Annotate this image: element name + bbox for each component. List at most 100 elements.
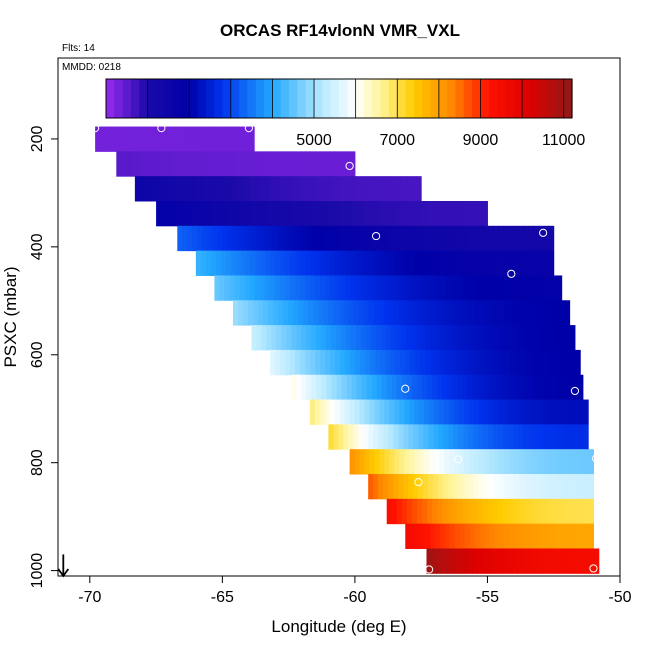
observation-point (507, 269, 516, 278)
y-axis-label: PSXC (mbar) (1, 266, 20, 367)
heatmap-cell (479, 449, 485, 475)
heatmap-cell (558, 523, 565, 549)
heatmap-cell (573, 449, 580, 475)
heatmap-cell (297, 225, 304, 252)
heatmap-cell (368, 474, 374, 500)
heatmap-cell (273, 300, 279, 326)
heatmap-cell (335, 275, 341, 301)
heatmap-cell (510, 349, 516, 376)
heatmap-cell (323, 300, 329, 326)
heatmap-cell (420, 523, 426, 549)
heatmap-cell (408, 300, 415, 326)
heatmap-cell (510, 325, 516, 351)
heatmap-cell (477, 548, 483, 574)
heatmap-cell (190, 151, 197, 177)
colorbar-segment (155, 79, 165, 118)
heatmap-cell (306, 200, 313, 227)
heatmap-cell (348, 300, 355, 326)
heatmap-cell (494, 523, 500, 549)
heatmap-cell (210, 250, 217, 276)
colorbar-segment (130, 79, 140, 118)
heatmap-cell (577, 374, 584, 401)
heatmap-cell (568, 399, 574, 425)
heatmap-cell (404, 399, 410, 425)
heatmap-cell (401, 176, 407, 202)
heatmap-cell (110, 126, 116, 152)
heatmap-cell (408, 474, 414, 500)
heatmap-cell (498, 424, 504, 450)
heatmap-cell (144, 126, 151, 152)
heatmap-cell (392, 200, 398, 227)
heatmap-cell (346, 200, 353, 227)
heatmap-cell (414, 250, 421, 276)
heatmap-cell (558, 548, 564, 574)
heatmap-cell (338, 300, 345, 326)
heatmap-cell (305, 151, 311, 177)
heatmap-cell (512, 374, 519, 401)
heatmap-cell (374, 449, 380, 475)
heatmap-cell (234, 126, 240, 152)
heatmap-cell (508, 424, 514, 450)
heatmap-cell (399, 250, 406, 276)
heatmap-cell (486, 275, 492, 301)
x-axis-label: Longitude (deg E) (271, 617, 406, 636)
heatmap-cell (527, 498, 534, 525)
heatmap-cell (368, 225, 374, 252)
heatmap-cell (538, 250, 545, 276)
heatmap-cell (230, 176, 236, 202)
heatmap-cell (139, 176, 146, 202)
observation-point (91, 124, 100, 133)
heatmap-cell (543, 498, 549, 525)
heatmap-cell (267, 225, 274, 252)
heatmap-cell (156, 200, 162, 227)
heatmap-cell (296, 374, 302, 401)
heatmap-cell (253, 300, 259, 326)
heatmap-cell (281, 325, 287, 351)
heatmap-cell (498, 449, 505, 475)
heatmap-cell (525, 349, 531, 376)
observation-point (454, 455, 463, 464)
heatmap-cell (349, 449, 356, 475)
heatmap-cell (444, 449, 450, 475)
heatmap-cell (497, 548, 504, 574)
heatmap-cell (524, 523, 530, 549)
heatmap-cell (170, 151, 177, 177)
heatmap-cell (558, 424, 564, 450)
heatmap-cell (534, 523, 540, 549)
heatmap-cell (513, 250, 520, 276)
heatmap-cell (399, 399, 405, 425)
heatmap-cell (470, 325, 476, 351)
heatmap-cell (495, 325, 501, 351)
heatmap-cell (508, 250, 515, 276)
heatmap-cell (578, 548, 585, 574)
heatmap-cell (555, 325, 561, 351)
heatmap-cell (374, 399, 380, 425)
colorbar-segment (239, 79, 249, 118)
heatmap-cell (175, 176, 181, 202)
heatmap-cell (503, 225, 510, 252)
heatmap-cell (563, 474, 569, 500)
heatmap-cell (553, 523, 560, 549)
colorbar-segment (147, 79, 157, 118)
heatmap-cell (284, 275, 291, 301)
heatmap-cell (338, 424, 344, 450)
heatmap-cell (415, 523, 421, 549)
heatmap-cell (533, 250, 540, 276)
heatmap-cell (444, 300, 450, 326)
heatmap-cell (324, 399, 331, 425)
heatmap-cell (497, 374, 503, 401)
heatmap-cell (346, 325, 352, 351)
heatmap-cell (344, 250, 351, 276)
heatmap-cell (497, 498, 504, 525)
heatmap-cell (467, 374, 473, 401)
heatmap-cell (398, 300, 405, 326)
heatmap-cell (295, 349, 301, 376)
y-tick-label: 200 (29, 125, 46, 152)
heatmap-cell (291, 325, 297, 351)
heatmap-cell (310, 349, 316, 376)
heatmap-cell (503, 449, 510, 475)
heatmap-cell (280, 250, 286, 276)
heatmap-cell (444, 523, 451, 549)
heatmap-cell (219, 126, 225, 152)
heatmap-cell (403, 424, 409, 450)
